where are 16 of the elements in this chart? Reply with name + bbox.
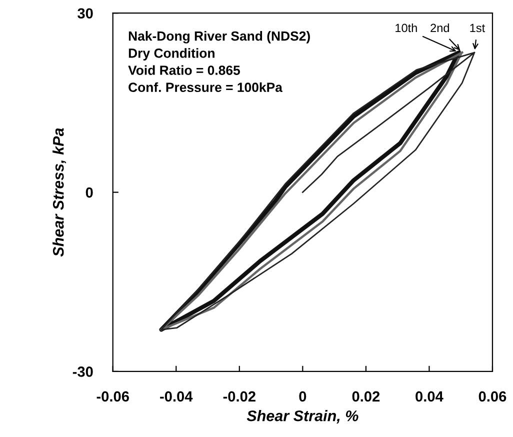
y-tick-label: 30	[78, 8, 93, 19]
x-tick-label: -0.06	[96, 391, 129, 402]
x-axis-title: Shear Strain, %	[246, 410, 358, 424]
annotation: 10th	[396, 23, 417, 32]
x-tick-label: 0.06	[478, 391, 506, 402]
annotation: Nak-Dong River Sand (NDS2) Dry Condition Void Ratio = 0.865 Conf. Pressure = 100kPa	[128, 31, 310, 92]
x-tick-label: -0.04	[160, 391, 193, 402]
annotation: 2nd	[430, 23, 449, 32]
annotation: 1st	[470, 24, 486, 32]
y-tick-label: -30	[72, 366, 93, 377]
x-tick-label: 0.04	[416, 391, 444, 402]
y-tick-label: 0	[86, 187, 93, 198]
x-tick-label: 0.02	[352, 391, 380, 402]
y-axis-title: Shear Stress, kPa	[52, 128, 66, 257]
x-tick-label: -0.02	[223, 391, 256, 402]
x-tick-label: 0	[299, 391, 306, 402]
